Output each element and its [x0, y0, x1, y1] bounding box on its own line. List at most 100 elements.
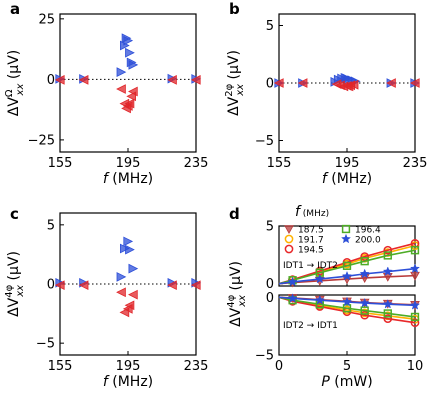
panel-c-ytick-label: 5 — [47, 218, 55, 233]
panel-d-top-series-3-point — [360, 257, 369, 266]
panel-b-xtick-label: 155 — [267, 156, 292, 171]
panel-d-top-series-3-point — [410, 246, 420, 255]
panel-d-bottom-ytick-label: 0 — [266, 291, 274, 306]
panel-d-legend-label-4: 200.0 — [355, 236, 381, 246]
panel-a-series-1-point — [124, 98, 135, 109]
panel-c-xlabel: f (MHz) — [103, 374, 153, 390]
panel-d-ylabel: ΔV4φxx (µV) — [226, 261, 248, 327]
panel-a-ytick-label: 25 — [38, 12, 55, 27]
panel-d-bottom-series-4-point — [287, 293, 298, 303]
panel-d-bottom-series-4-point — [314, 294, 325, 305]
panel-d-top-series-3-point — [383, 251, 392, 260]
panel-letter-c: c — [10, 205, 19, 223]
panel-b-xtick-label: 195 — [335, 156, 360, 171]
panel-b-series-1-point — [409, 78, 420, 88]
panel-d-bottom-series-3-point — [342, 304, 352, 313]
panel-d-top-series-3-point — [342, 261, 352, 270]
panel-d-legend-label-3: 196.4 — [355, 226, 381, 236]
panel-a-xtick-label: 235 — [184, 156, 209, 171]
panel-b-ytick-label: 0 — [266, 77, 274, 92]
panel-d-xtick-label: 10 — [407, 359, 424, 374]
panel-c-series-1-point — [124, 300, 135, 311]
panel-c-series-0-point — [120, 243, 130, 254]
panel-d-bottom-series-3-point — [360, 306, 369, 315]
panel-c-series-0-point — [116, 272, 127, 282]
panel-a-series-0-point — [125, 47, 135, 58]
panel-a-xlabel: f (MHz) — [103, 171, 153, 187]
panel-d-bottom-annotation: IDT2 → IDT1 — [283, 321, 338, 331]
panel-c-ytick-label: 0 — [47, 278, 55, 293]
panel-c-ytick-label: −5 — [36, 337, 55, 352]
panel-c-series-1-point — [78, 280, 89, 291]
panel-d-bottom-ytick-label: −5 — [255, 349, 274, 364]
panel-a-xtick-label: 195 — [116, 156, 141, 171]
panel-b-xtick-label: 235 — [403, 156, 428, 171]
panel-a-xtick-label: 155 — [48, 156, 73, 171]
panel-b-xlabel: f (MHz) — [322, 171, 372, 187]
panel-a-series-1-point — [190, 75, 201, 85]
panel-d-top-annotation: IDT1 → IDT2 — [283, 261, 338, 271]
panel-d-bottom-series-4-point — [341, 296, 353, 307]
panel-d-legend-marker-0 — [284, 225, 294, 235]
panel-b-series-1-point — [297, 78, 308, 88]
panel-a-ytick-label: 0 — [47, 73, 55, 88]
panel-d-top-series-4-point — [409, 263, 421, 273]
panel-a-series-1-point — [167, 75, 177, 85]
panel-b-ytick-label: −5 — [255, 134, 274, 149]
panel-d-top-series-4-point — [287, 276, 298, 287]
panel-c-xtick-label: 155 — [48, 359, 73, 374]
panel-d-legend-label-1: 191.7 — [298, 236, 324, 246]
panel-d-top-series-2-point — [360, 252, 370, 261]
panel-a-ytick-label: −25 — [28, 133, 55, 148]
panel-c-series-1-point — [54, 280, 65, 291]
panel-d-bottom-series-2-point — [410, 318, 420, 328]
panel-c-series-1-point — [167, 280, 177, 291]
panel-a-series-1-point — [78, 75, 89, 85]
panel-d-bottom-series-2-point — [383, 314, 393, 324]
panel-d-legend-marker-1 — [284, 234, 294, 244]
panel-c-series-1-point — [116, 287, 126, 298]
panel-d-top-series-4-point — [359, 268, 370, 279]
panel-c-series-0-point — [123, 236, 134, 247]
panel-a-ylabel: ΔVΩxx (µV) — [4, 50, 26, 117]
panel-c-series-0-point — [128, 263, 139, 274]
panel-a-series-0-point — [123, 35, 134, 46]
panel-b-series-1-point — [386, 78, 396, 88]
panel-d-top-series-2-point — [383, 245, 393, 255]
panel-a-series-0-point — [128, 59, 139, 70]
panel-d-top-ytick-label: 0 — [266, 277, 274, 292]
panel-d-legend-label-0: 187.5 — [298, 226, 324, 236]
panel-c-xtick-label: 195 — [116, 359, 141, 374]
panel-d-xtick-label: 0 — [275, 359, 283, 374]
panel-d-top-series-4-point — [382, 266, 393, 276]
panel-c-series-1-point — [128, 289, 138, 300]
panel-d-legend-label-2: 194.5 — [298, 246, 324, 256]
panel-c-series-0-point — [125, 244, 135, 255]
panel-letter-b: b — [229, 0, 240, 18]
panel-d-bottom-series-4-point — [409, 300, 421, 310]
panel-d-legend-marker-3 — [341, 224, 351, 234]
panel-b-ylabel: ΔV2φxx (µV) — [224, 50, 246, 116]
panel-a-series-1-point — [54, 75, 65, 85]
panel-d-legend-marker-2 — [284, 244, 294, 254]
panel-d-top-series-0-point — [410, 271, 420, 281]
panel-letter-d: d — [229, 205, 240, 223]
panel-b-ytick-label: 5 — [266, 19, 274, 34]
panel-d-xtick-label: 5 — [343, 359, 351, 374]
panel-d-bottom-series-4-point — [382, 298, 393, 309]
panel-c-series-1-point — [190, 280, 201, 291]
panel-d-bottom-series-4-point — [359, 297, 370, 308]
panel-a-series-0-point — [116, 67, 127, 77]
panel-letter-a: a — [10, 0, 20, 18]
panel-c-xtick-label: 235 — [184, 359, 209, 374]
panel-d-top-series-4-point — [314, 273, 325, 284]
panel-d-bottom-series-2-point — [360, 310, 370, 320]
panel-d-legend-marker-4 — [340, 233, 352, 244]
panel-a-series-1-point — [128, 86, 138, 97]
panel-c-ylabel: ΔV4φxx (µV) — [4, 251, 26, 317]
panel-b-series-1-point — [273, 78, 284, 88]
panel-d-legend-title: f (MHz) — [295, 204, 329, 220]
panel-d-top-ytick-label: 5 — [266, 220, 274, 235]
panel-d-bottom-series-3-point — [383, 309, 392, 318]
